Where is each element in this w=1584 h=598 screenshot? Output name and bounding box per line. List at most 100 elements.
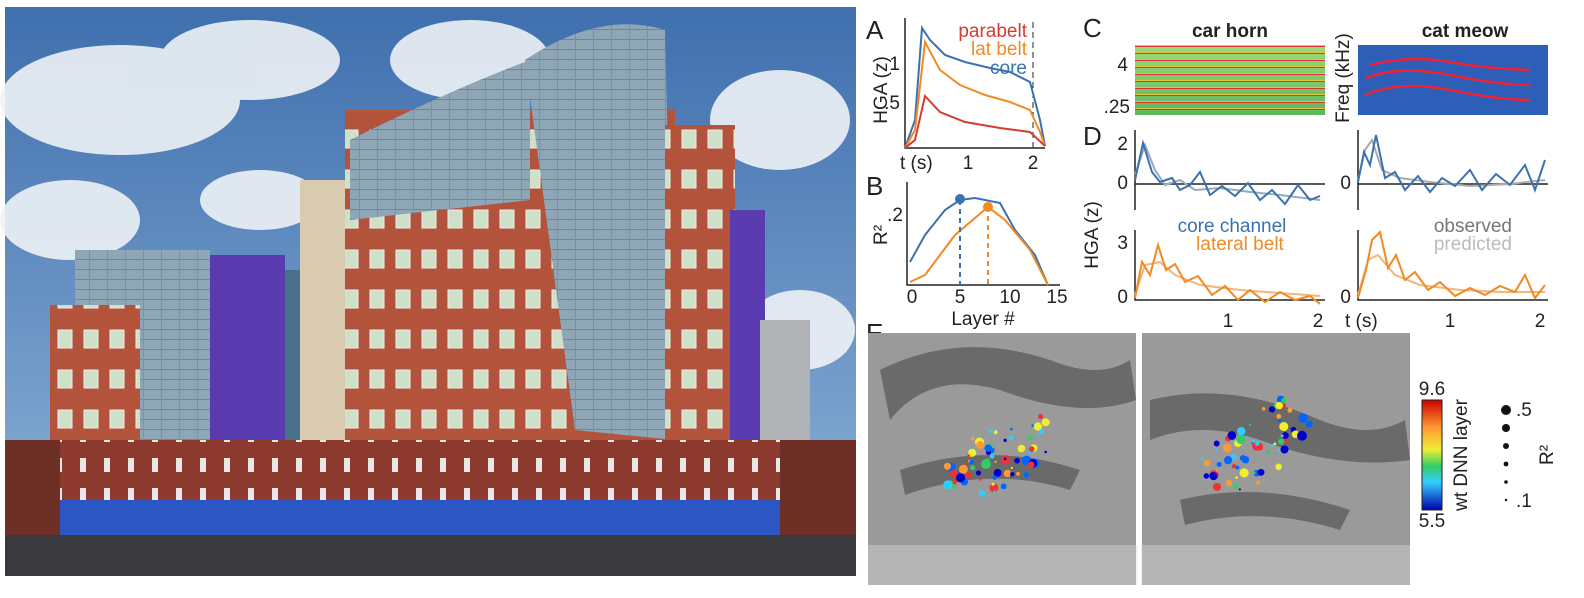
electrode-dot <box>1010 471 1015 477</box>
electrode-dot <box>975 470 982 476</box>
legend-label: observed <box>1434 216 1512 237</box>
electrode-dot <box>1278 438 1285 445</box>
size-legend-dot <box>1503 461 1509 467</box>
x-tick-label: 0 <box>907 287 918 308</box>
x-tick-label: 1 <box>963 153 974 174</box>
electrode-dot <box>967 454 971 457</box>
electrode-dot <box>1252 471 1256 475</box>
x-tick-label: 2 <box>1535 311 1546 332</box>
colorbar-tick-label: 9.6 <box>1419 379 1445 400</box>
electrode-dot <box>979 478 982 481</box>
y-tick-label: 0 <box>1117 173 1128 194</box>
electrode-dot <box>1254 441 1260 446</box>
electrode-dot <box>994 460 997 464</box>
electrode-dot <box>1273 442 1277 446</box>
electrode-dot <box>991 482 995 486</box>
electrode-dot <box>1213 440 1220 447</box>
panel-b: B .2 R² 0 5 10 15 Layer # <box>866 171 1068 330</box>
electrode-dot <box>1251 439 1255 443</box>
electrode-dot <box>956 473 966 483</box>
electrode-dot <box>1209 472 1218 481</box>
size-label: R² <box>1537 445 1558 465</box>
electrode-dot <box>1041 418 1050 427</box>
legend-label: core channel <box>1178 216 1287 237</box>
electrode-dot <box>1027 434 1033 441</box>
electrode-dot <box>1016 471 1020 476</box>
spectrogram-title: car horn <box>1192 21 1268 42</box>
y-axis-label: R² <box>871 225 892 245</box>
electrode-dot <box>970 436 975 441</box>
electrode-dot <box>1266 450 1271 455</box>
spectrogram-harmonics <box>1364 57 1531 102</box>
legend-label: parabelt <box>958 21 1027 42</box>
panel-d: D 2 0 3 0 0 0 HGA (z) core channel later… <box>1082 121 1548 332</box>
electrode-dot <box>1241 455 1250 464</box>
peak-dot <box>983 202 993 212</box>
electrode-dot <box>958 464 968 474</box>
electrode-dot <box>988 429 994 434</box>
electrode-dot <box>1044 450 1048 454</box>
electrode-dot <box>1279 422 1289 432</box>
observed-line <box>1134 139 1321 206</box>
electrode-dot <box>1231 464 1237 469</box>
spectrogram <box>1358 45 1548 115</box>
y-tick-label: 1 <box>889 54 900 75</box>
predicted-line <box>1134 260 1321 297</box>
size-tick-label: .1 <box>1516 491 1532 512</box>
y-tick-label: 0 <box>1117 287 1128 308</box>
predicted-line <box>1357 137 1546 188</box>
peak-dot <box>955 194 965 204</box>
electrode-dot <box>969 465 976 471</box>
colorbar-tick-label: 5.5 <box>1419 511 1445 532</box>
electrode-dot <box>1230 454 1237 461</box>
electrode-dot <box>1039 429 1045 435</box>
electrode-dot <box>1003 438 1007 443</box>
electrode-dot <box>1280 445 1289 454</box>
electrode-dot <box>1225 479 1233 487</box>
electrode-dot <box>1214 448 1218 452</box>
size-tick-label: .5 <box>1516 400 1532 421</box>
electrode-dot <box>1276 413 1282 419</box>
electrode-dot <box>1277 448 1281 452</box>
electrode-dot <box>1212 482 1222 491</box>
electrode-dot <box>1027 461 1035 469</box>
y-axis-label: Freq (kHz) <box>1333 33 1354 123</box>
y-tick-label: 0 <box>1340 287 1351 308</box>
electrode-dot <box>943 462 951 470</box>
electrode-dot <box>1008 435 1014 440</box>
y-tick-label: .2 <box>887 205 903 226</box>
x-tick-label: 5 <box>955 287 966 308</box>
x-tick-label: 2 <box>1313 311 1324 332</box>
electrode-dot <box>1304 415 1308 420</box>
legend-label: predicted <box>1434 234 1512 255</box>
electrode-dot <box>949 469 959 479</box>
electrode-dot <box>1236 434 1246 444</box>
spectrogram-title: cat meow <box>1422 21 1509 42</box>
electrode-dot <box>1257 468 1265 476</box>
x-tick-label: 2 <box>1028 153 1039 174</box>
electrode-dot <box>1281 397 1287 404</box>
electrode-dot <box>1010 466 1013 470</box>
curve <box>904 93 1046 149</box>
panel-letter: A <box>866 15 884 45</box>
electrode-dot <box>1235 476 1238 479</box>
x-tick-label: 1 <box>1445 311 1456 332</box>
curve <box>909 205 1049 286</box>
observed-line <box>1357 230 1546 300</box>
electrode-dot <box>1038 414 1044 420</box>
electrode-dot <box>1023 472 1029 478</box>
electrode-dot <box>993 430 998 435</box>
electrode-dot <box>984 444 993 452</box>
electrode-dot <box>1239 468 1249 478</box>
electrode-dot <box>1223 456 1233 465</box>
building-photo <box>0 7 856 576</box>
y-tick-label: .25 <box>1104 97 1130 118</box>
y-tick-label: 2 <box>1117 134 1128 155</box>
electrode-dot <box>1003 457 1007 461</box>
size-legend-dot <box>1502 424 1510 432</box>
electrode-dot <box>992 475 997 480</box>
electrode-dot <box>1000 483 1007 490</box>
size-legend-dot <box>1501 405 1511 415</box>
axis <box>1134 130 1548 301</box>
electrode-dot <box>1216 461 1222 467</box>
